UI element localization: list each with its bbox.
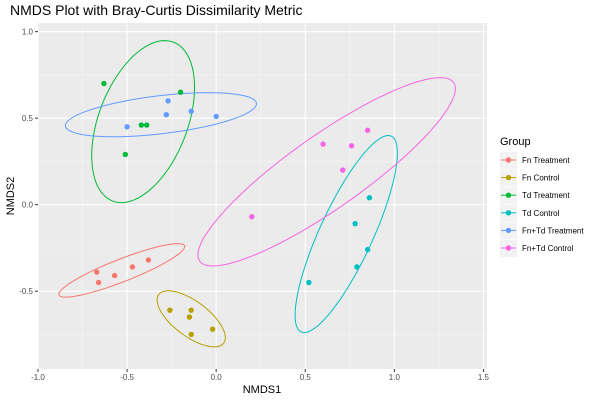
data-point xyxy=(186,314,193,320)
y-axis-title: NMDS2 xyxy=(5,177,17,216)
legend: Group Fn Treatment Fn Control Td Treatment… xyxy=(500,136,584,257)
data-point xyxy=(95,279,102,286)
ellipse-td-control xyxy=(294,134,398,334)
x-tick-label: 0.5 xyxy=(300,373,312,382)
data-point xyxy=(209,326,216,332)
data-point xyxy=(138,122,145,128)
data-point xyxy=(188,331,194,338)
data-point xyxy=(320,141,326,147)
data-point xyxy=(213,113,219,120)
legend-key-point xyxy=(505,210,512,216)
legend-label: Fn+Td Treatment xyxy=(522,226,584,235)
data-point xyxy=(177,89,184,95)
legend-item-td-treatment: Td Treatment xyxy=(500,187,570,205)
data-point xyxy=(188,108,194,114)
legend-label: Fn Control xyxy=(522,174,560,183)
data-point xyxy=(124,124,130,130)
y-tick-label: 0.0 xyxy=(22,201,34,210)
y-tick-label: 0.5 xyxy=(22,114,34,123)
data-points xyxy=(94,80,373,338)
data-point xyxy=(339,167,346,173)
legend-item-fn-td-control: Fn+Td Control xyxy=(500,240,574,257)
data-point xyxy=(165,98,171,104)
legend-key-point xyxy=(505,227,512,234)
legend-item-td-control: Td Control xyxy=(500,204,560,222)
y-tick-label: 1.0 xyxy=(22,28,34,37)
legend-items: Fn Treatment Fn Control Td Treatment Td Con… xyxy=(500,152,584,257)
legend-item-fn-treatment: Fn Treatment xyxy=(500,152,570,169)
legend-title: Group xyxy=(500,136,531,148)
axes: -1.0 -0.5 0.0 0.5 1.0 1.5 -0.5 0.0 0.5 1.0 xyxy=(19,28,489,382)
legend-label: Fn+Td Control xyxy=(522,244,574,253)
data-point xyxy=(348,143,355,149)
x-tick-label: -1.0 xyxy=(31,373,45,382)
x-axis-title: NMDS1 xyxy=(243,384,282,396)
legend-item-fn-control: Fn Control xyxy=(500,169,560,187)
ellipse-fn-td-control xyxy=(197,77,456,267)
legend-label: Fn Treatment xyxy=(522,156,570,165)
y-tick-label: -0.5 xyxy=(19,287,33,296)
data-point xyxy=(94,269,100,275)
chart-title: NMDS Plot with Bray-Curtis Dissimilarity… xyxy=(10,2,302,18)
x-tick-label: 0.0 xyxy=(211,373,223,382)
data-point xyxy=(143,122,150,128)
ellipse-fn-control xyxy=(156,290,226,348)
legend-key-point xyxy=(505,192,512,198)
data-point xyxy=(101,80,107,87)
legend-label: Td Control xyxy=(522,209,560,218)
data-point xyxy=(366,195,373,201)
x-tick-label: 1.5 xyxy=(478,373,490,382)
data-point xyxy=(354,264,360,270)
data-point xyxy=(129,264,136,270)
legend-key-point xyxy=(505,245,512,251)
data-point xyxy=(122,151,129,158)
ellipse-fn-td-treatment xyxy=(64,92,257,138)
data-point xyxy=(145,257,152,263)
grid-lines xyxy=(37,23,487,369)
legend-item-fn-td-treatment: Fn+Td Treatment xyxy=(500,222,584,240)
ellipse-td-treatment xyxy=(91,40,195,204)
ellipse-fn-treatment xyxy=(58,243,186,298)
data-point xyxy=(306,279,312,286)
confidence-ellipses xyxy=(58,40,456,348)
x-tick-label: 1.0 xyxy=(389,373,401,382)
data-point xyxy=(249,214,255,220)
data-point xyxy=(167,307,173,313)
data-point xyxy=(364,127,371,133)
x-tick-label: -0.5 xyxy=(120,373,134,382)
data-point xyxy=(364,246,371,253)
legend-key-point xyxy=(505,157,512,163)
data-point xyxy=(352,220,358,227)
plot-panel xyxy=(38,23,487,369)
data-point xyxy=(111,272,118,279)
data-point xyxy=(163,111,169,118)
legend-label: Td Treatment xyxy=(522,191,570,200)
data-point xyxy=(188,307,194,313)
legend-key-point xyxy=(505,174,512,181)
